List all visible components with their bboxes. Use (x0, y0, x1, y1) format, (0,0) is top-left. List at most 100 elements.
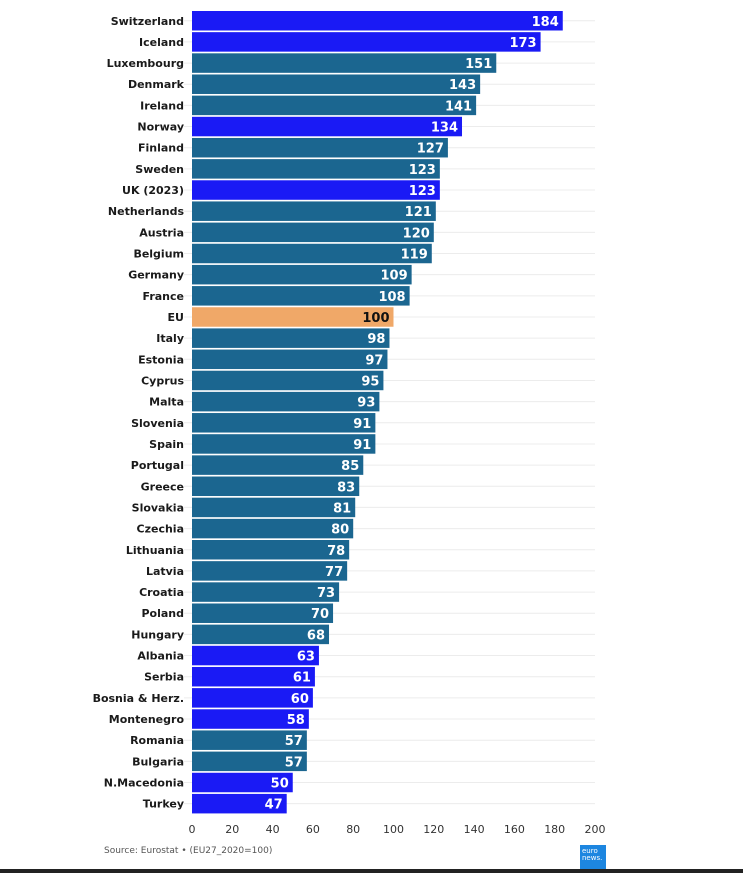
value-label: 141 (445, 99, 472, 114)
value-labels: 184 173 151 143 141 134 127 123 123 121 120 119 109 1… (265, 15, 559, 813)
value-label: 100 (362, 311, 389, 326)
value-label: 91 (353, 438, 371, 453)
category-label: UK (2023) (122, 184, 184, 197)
category-label: Sweden (135, 163, 184, 176)
x-tick-label: 160 (504, 823, 525, 836)
bar (192, 413, 376, 433)
category-label: Greece (141, 480, 184, 493)
value-label: 120 (403, 226, 430, 241)
category-label: Czechia (137, 523, 184, 536)
bar-chart: Switzerland Iceland Luxembourg Denmark Irela… (93, 11, 606, 836)
category-label: Denmark (128, 78, 185, 91)
category-label: Romania (130, 734, 184, 747)
category-label: Montenegro (109, 713, 185, 726)
bar (192, 582, 340, 602)
value-label: 57 (285, 734, 303, 749)
logo-line-1: euro (582, 847, 598, 855)
category-label: N.Macedonia (104, 777, 184, 790)
bar (192, 243, 432, 264)
source-note: Source: Eurostat • (EU27_2020=100) (104, 846, 273, 856)
category-label: Turkey (143, 798, 184, 811)
value-label: 98 (367, 332, 385, 347)
bar (192, 32, 541, 52)
bar (192, 222, 434, 243)
bar (192, 95, 477, 116)
category-label: Poland (141, 607, 184, 620)
bar (192, 201, 436, 221)
bar (192, 624, 330, 645)
bar (192, 434, 376, 454)
x-tick-label: 180 (544, 823, 565, 836)
category-label: Malta (149, 396, 184, 409)
bar (192, 53, 497, 73)
bar (192, 455, 364, 475)
bar (192, 666, 315, 687)
category-label: Iceland (139, 36, 184, 49)
value-label: 70 (311, 607, 329, 622)
value-label: 121 (405, 205, 432, 220)
value-label: 81 (333, 501, 351, 516)
x-tick-label: 100 (383, 823, 404, 836)
category-label: Slovakia (132, 501, 184, 514)
x-tick-label: 60 (306, 823, 320, 836)
category-label: Latvia (146, 565, 184, 578)
logo-line-2: news. (582, 854, 603, 862)
x-tick-label: 40 (266, 823, 280, 836)
value-label: 83 (337, 480, 355, 495)
value-label: 123 (409, 184, 436, 199)
bar (192, 391, 380, 412)
value-label: 97 (365, 353, 383, 368)
value-label: 57 (285, 755, 303, 770)
value-label: 109 (380, 269, 407, 284)
value-label: 78 (327, 544, 345, 559)
bar (192, 603, 334, 623)
bar (192, 137, 448, 158)
bar (192, 328, 390, 348)
category-label: Lithuania (126, 544, 184, 557)
bar (192, 793, 287, 814)
bar (192, 497, 356, 518)
value-label: 80 (331, 523, 349, 538)
value-label: 123 (409, 163, 436, 178)
category-label: Spain (149, 438, 184, 451)
value-label: 184 (532, 15, 559, 30)
bar (192, 561, 348, 581)
value-label: 93 (357, 396, 375, 411)
value-label: 60 (291, 692, 309, 707)
bar (192, 751, 307, 772)
x-tick-label: 200 (585, 823, 606, 836)
category-label: Albania (137, 650, 184, 663)
value-label: 108 (378, 290, 405, 305)
bar (192, 74, 481, 94)
bar (192, 370, 384, 391)
bar (192, 645, 319, 666)
bar (192, 116, 463, 137)
category-label: Cyprus (141, 374, 184, 387)
category-label: Ireland (140, 99, 184, 112)
bar (192, 518, 354, 539)
value-label: 95 (361, 374, 379, 389)
x-tick-label: 0 (189, 823, 196, 836)
value-label: 127 (417, 142, 444, 157)
value-label: 151 (465, 57, 492, 72)
category-label: Bosnia & Herz. (93, 692, 184, 705)
bar (192, 11, 563, 31)
value-label: 85 (341, 459, 359, 474)
category-label: Switzerland (111, 15, 184, 28)
x-tick-label: 20 (225, 823, 239, 836)
value-label: 47 (265, 798, 283, 813)
bar (192, 349, 388, 370)
value-label: 134 (431, 121, 458, 136)
category-label: Serbia (144, 671, 184, 684)
category-label: Slovenia (131, 417, 184, 430)
value-label: 77 (325, 565, 343, 580)
category-label: Austria (139, 226, 184, 239)
value-label: 119 (401, 248, 428, 263)
x-tick-label: 120 (423, 823, 444, 836)
bar (192, 264, 412, 285)
value-label: 91 (353, 417, 371, 432)
category-label: Bulgaria (132, 755, 184, 768)
category-label: Norway (137, 121, 184, 134)
x-axis-ticks: 0 20 40 60 80 100 120 140 160 180 200 (189, 823, 606, 836)
bar (192, 476, 360, 497)
